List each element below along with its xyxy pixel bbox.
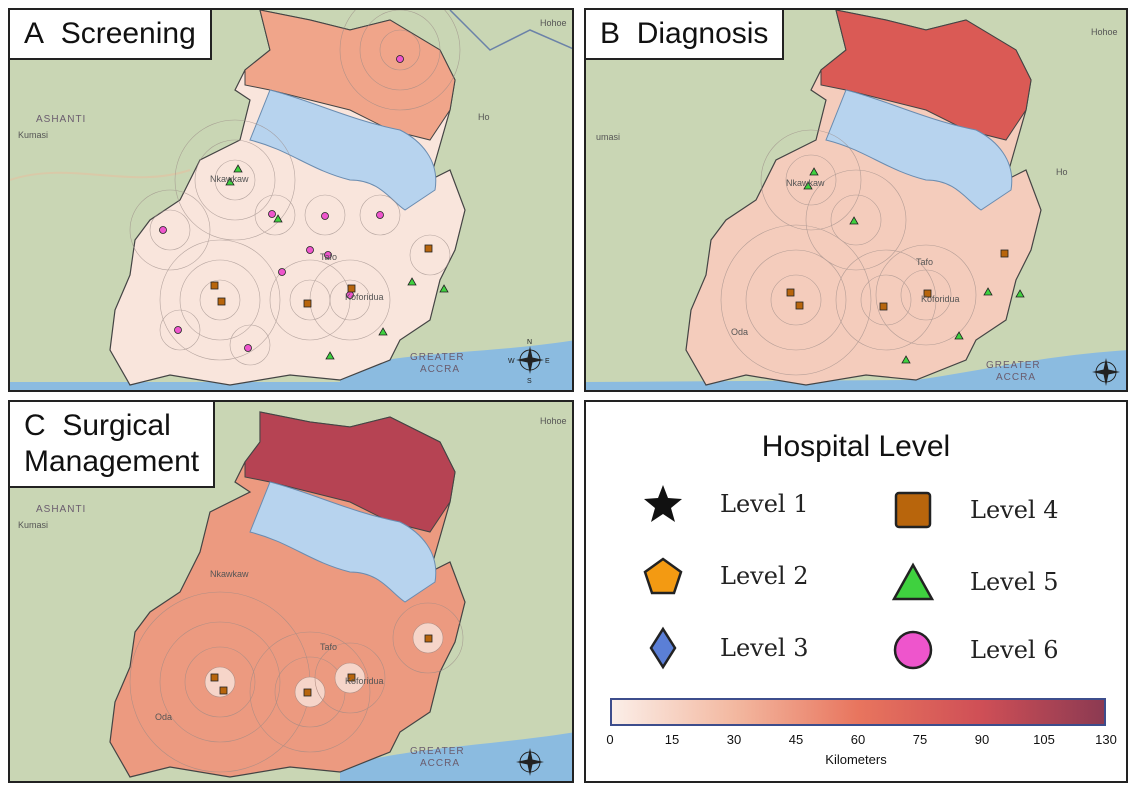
scale-tick-label: 60 bbox=[850, 732, 866, 747]
scale-tick-label: 45 bbox=[788, 732, 804, 747]
panel-letter: A bbox=[24, 17, 45, 50]
square-icon bbox=[894, 491, 932, 529]
legend-label: Level 2 bbox=[720, 562, 809, 590]
panel-letter: C bbox=[24, 409, 46, 442]
scale-unit-label: Kilometers bbox=[825, 752, 887, 767]
label-koforidua: Koforidua bbox=[921, 294, 960, 304]
legend-item-level-5: Level 5 bbox=[890, 560, 1058, 604]
panel-title-text: Screening bbox=[60, 17, 196, 50]
compass-icon: N S E W bbox=[508, 339, 550, 385]
label-hohoe: Hohoe bbox=[540, 18, 567, 28]
label-nkawkaw: Nkawkaw bbox=[210, 569, 249, 579]
label-ashanti: ASHANTI bbox=[36, 504, 86, 515]
label-ho: Ho bbox=[1056, 167, 1068, 177]
label-oda: Oda bbox=[731, 327, 748, 337]
label-accra: ACCRA bbox=[996, 372, 1036, 383]
map-screening: ASHANTI Kumasi Nkawkaw Tafo Koforidua Ho… bbox=[10, 10, 572, 390]
legend-label: Level 3 bbox=[720, 634, 809, 662]
scale-tick-label: 105 bbox=[1033, 732, 1055, 747]
label-greater: GREATER bbox=[986, 360, 1041, 371]
map-panel-surgical: ASHANTI Kumasi Nkawkaw Tafo Koforidua Od… bbox=[8, 400, 574, 783]
map-panel-diagnosis: umasi Nkawkaw Tafo Koforidua Oda Ho Hoho… bbox=[584, 8, 1128, 392]
label-koforidua: Koforidua bbox=[345, 292, 384, 302]
panel-title-text: Surgical bbox=[62, 409, 171, 442]
distance-color-scale bbox=[610, 698, 1106, 726]
label-tafo: Tafo bbox=[916, 257, 933, 267]
star-icon bbox=[644, 485, 682, 522]
compass-w-label: W bbox=[508, 358, 515, 365]
panel-title-text: Diagnosis bbox=[636, 17, 769, 50]
legend-label: Level 4 bbox=[970, 496, 1059, 524]
compass-e-label: E bbox=[545, 358, 550, 365]
scale-tick-label: 130 bbox=[1095, 732, 1117, 747]
panel-title-a: A Screening bbox=[10, 10, 212, 60]
legend-panel: Hospital Level Level 1 Level 2 Level 3 L… bbox=[584, 400, 1128, 783]
label-hohoe: Hohoe bbox=[540, 416, 567, 426]
label-greater: GREATER bbox=[410, 746, 465, 757]
map-panel-screening: ASHANTI Kumasi Nkawkaw Tafo Koforidua Ho… bbox=[8, 8, 574, 392]
compass-icon bbox=[1092, 358, 1120, 386]
compass-n-label: N bbox=[527, 339, 532, 346]
legend-item-level-4: Level 4 bbox=[890, 488, 1058, 532]
label-nkawkaw: Nkawkaw bbox=[210, 174, 249, 184]
compass-s-label: S bbox=[527, 378, 532, 385]
compass-icon bbox=[516, 748, 544, 776]
legend-label: Level 1 bbox=[720, 490, 809, 518]
scale-tick-label: 75 bbox=[912, 732, 928, 747]
pentagon-icon bbox=[643, 557, 683, 595]
scale-tick-label: 30 bbox=[726, 732, 742, 747]
label-kumasi-small: umasi bbox=[596, 132, 620, 142]
label-koforidua: Koforidua bbox=[345, 676, 384, 686]
diamond-icon bbox=[649, 626, 677, 670]
label-ashanti: ASHANTI bbox=[36, 114, 86, 125]
panel-letter: B bbox=[600, 17, 621, 50]
scale-tick-labels: 0 15 30 45 60 75 90 105 130 bbox=[606, 732, 1116, 750]
label-accra: ACCRA bbox=[420, 758, 460, 769]
label-accra: ACCRA bbox=[420, 364, 460, 375]
triangle-icon bbox=[891, 562, 935, 601]
label-nkawkaw: Nkawkaw bbox=[786, 178, 825, 188]
legend-title: Hospital Level bbox=[761, 430, 951, 463]
label-kumasi: Kumasi bbox=[18, 130, 48, 140]
legend-label: Level 6 bbox=[970, 636, 1059, 664]
legend-item-level-3: Level 3 bbox=[640, 626, 808, 670]
legend-item-level-6: Level 6 bbox=[890, 628, 1058, 672]
label-ho: Ho bbox=[478, 112, 490, 122]
label-tafo: Tafo bbox=[320, 642, 337, 652]
legend-label: Level 5 bbox=[970, 568, 1059, 596]
scale-tick-label: 90 bbox=[974, 732, 990, 747]
label-greater: GREATER bbox=[410, 352, 465, 363]
label-kumasi: Kumasi bbox=[18, 520, 48, 530]
label-oda: Oda bbox=[155, 712, 172, 722]
map-diagnosis: umasi Nkawkaw Tafo Koforidua Oda Ho Hoho… bbox=[586, 10, 1126, 390]
panel-title-text-line2: Management bbox=[24, 445, 200, 478]
scale-tick-label: 0 bbox=[606, 732, 614, 747]
legend-item-level-1: Level 1 bbox=[640, 482, 808, 526]
scale-tick-label: 15 bbox=[664, 732, 680, 747]
panel-title-b: B Diagnosis bbox=[586, 10, 785, 60]
circle-icon bbox=[893, 630, 933, 670]
label-tafo: Tafo bbox=[320, 252, 337, 262]
panel-title-c: C Surgical Management bbox=[10, 402, 216, 488]
legend-item-level-2: Level 2 bbox=[640, 554, 808, 598]
label-hohoe: Hohoe bbox=[1091, 27, 1118, 37]
